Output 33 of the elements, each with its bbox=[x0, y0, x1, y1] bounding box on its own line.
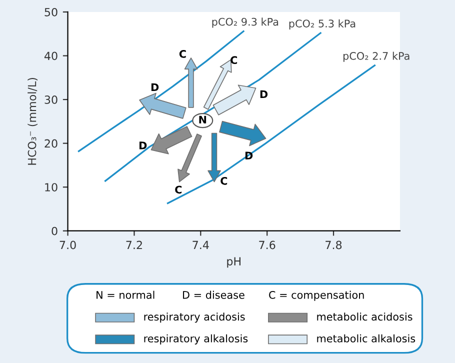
annotation: N bbox=[199, 116, 206, 124]
text: respiratory acidosis bbox=[144, 312, 245, 323]
annotation: D bbox=[260, 90, 268, 98]
y-tick-label: 40 bbox=[44, 52, 58, 60]
x-tick-label: 7.8 bbox=[326, 240, 342, 250]
series-label: pCO₂ 2.7 kPa bbox=[343, 52, 410, 62]
text: N = normal bbox=[96, 290, 154, 299]
annotation: C bbox=[179, 50, 186, 58]
y-tick-label: 0 bbox=[52, 226, 58, 236]
y-tick-label: 30 bbox=[44, 96, 58, 104]
annotation: D bbox=[139, 142, 147, 150]
y-tick-label: 50 bbox=[44, 8, 58, 16]
line-series bbox=[166, 64, 376, 204]
x-tick-label: 7.4 bbox=[192, 240, 209, 250]
y-tick-label: 20 bbox=[44, 139, 58, 148]
line-series bbox=[78, 30, 244, 152]
series-label: pCO₂ 5.3 kPa bbox=[289, 19, 356, 30]
x-tick-label: 7.6 bbox=[259, 240, 276, 250]
annotation: C bbox=[175, 186, 182, 194]
text: respiratory alkalosis bbox=[144, 334, 248, 344]
text: metabolic acidosis bbox=[317, 312, 412, 321]
text: metabolic alkalosis bbox=[317, 334, 416, 342]
annotation: C bbox=[220, 176, 228, 185]
text: C = compensation bbox=[269, 290, 364, 301]
y-axis-title: HCO₃⁻ (mmol/L) bbox=[28, 78, 38, 165]
annotation: D bbox=[151, 83, 159, 92]
x-tick-label: 7.0 bbox=[60, 240, 76, 250]
series-label: pCO₂ 9.3 kPa bbox=[212, 18, 278, 28]
y-tick-label: 10 bbox=[45, 183, 58, 192]
annotation: C bbox=[230, 56, 238, 64]
x-tick-label: 7.2 bbox=[126, 240, 142, 250]
x-axis-title: pH bbox=[227, 257, 240, 268]
text: D = disease bbox=[183, 290, 244, 299]
